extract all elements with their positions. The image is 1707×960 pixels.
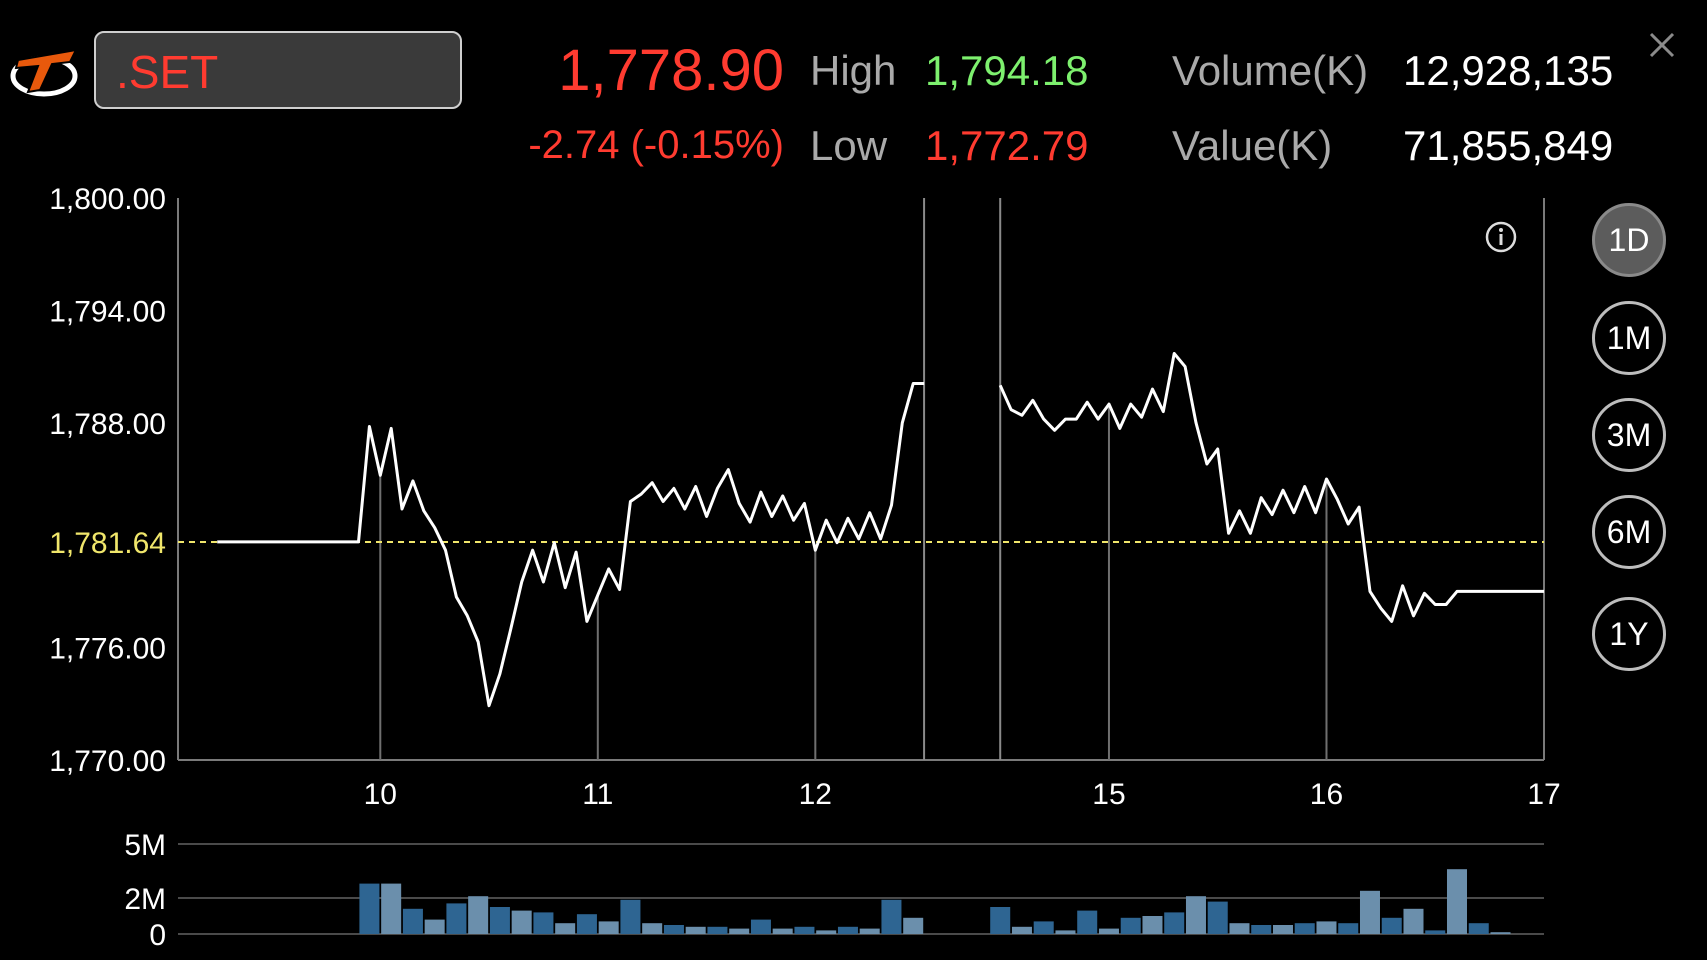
- volume-bar: [1468, 923, 1489, 934]
- volume-bar: [772, 928, 793, 934]
- volume-bar: [1251, 925, 1272, 934]
- y-tick-label: 1,800.00: [49, 183, 166, 216]
- range-button-1m[interactable]: 1M: [1592, 301, 1666, 375]
- volume-bar: [424, 919, 445, 934]
- volume-bar: [1077, 910, 1098, 934]
- reference-label: 1,781.64: [49, 527, 166, 560]
- volume-bar: [533, 912, 554, 934]
- volume-bar: [402, 908, 423, 934]
- volume-bar: [1142, 916, 1163, 934]
- volume-bar: [859, 928, 880, 934]
- volume-bar: [1055, 930, 1076, 934]
- range-button-6m[interactable]: 6M: [1592, 495, 1666, 569]
- close-icon[interactable]: [1645, 28, 1679, 62]
- value-value: 71,855,849: [1403, 122, 1614, 169]
- x-tick-label: 16: [1310, 778, 1343, 811]
- volume-bar: [903, 917, 924, 934]
- volume-value: 12,928,135: [1403, 47, 1614, 94]
- volume-bar: [1229, 923, 1250, 934]
- symbol-search-box[interactable]: .SET: [94, 31, 462, 109]
- range-button-1y[interactable]: 1Y: [1592, 597, 1666, 671]
- volume-bar: [1294, 923, 1315, 934]
- volume-bar: [1359, 890, 1380, 934]
- volume-tick-label: 5M: [124, 829, 166, 862]
- volume-bar: [685, 926, 706, 934]
- volume-bar: [1338, 923, 1359, 934]
- range-button-3m[interactable]: 3M: [1592, 398, 1666, 472]
- x-tick-label: 12: [799, 778, 832, 811]
- volume-bar: [446, 903, 467, 934]
- price-series-line-1: [998, 352, 1544, 623]
- y-tick-label: 1,776.00: [49, 633, 166, 666]
- x-tick-label: 15: [1092, 778, 1125, 811]
- range-button-1d[interactable]: 1D: [1592, 203, 1666, 277]
- volume-bar: [1403, 908, 1424, 934]
- volume-bar: [576, 914, 597, 934]
- volume-bar: [794, 926, 815, 934]
- x-tick-label: 10: [364, 778, 397, 811]
- volume-bar: [1164, 912, 1185, 934]
- x-tick-label: 17: [1527, 778, 1560, 811]
- volume-bar: [663, 925, 684, 934]
- volume-bar: [729, 928, 750, 934]
- volume-bar: [620, 899, 641, 934]
- high-label: High: [810, 47, 897, 94]
- volume-label: Volume(K): [1172, 47, 1369, 94]
- low-value: 1,772.79: [925, 122, 1089, 169]
- info-icon[interactable]: [1484, 220, 1518, 254]
- trader-logo-icon: [10, 46, 82, 98]
- value-label: Value(K): [1172, 122, 1333, 169]
- volume-tick-label: 0: [149, 919, 166, 952]
- low-label: Low: [810, 122, 888, 169]
- volume-bar: [1490, 932, 1511, 934]
- y-tick-label: 1,794.00: [49, 295, 166, 328]
- volume-bar: [1316, 921, 1337, 934]
- price-change: -2.74 (-0.15%): [528, 123, 784, 167]
- symbol-text: .SET: [116, 46, 219, 98]
- high-value: 1,794.18: [925, 47, 1089, 94]
- volume-bar: [881, 899, 902, 934]
- volume-bar: [1098, 928, 1119, 934]
- volume-bar: [1185, 896, 1206, 934]
- volume-bar: [468, 896, 489, 934]
- last-price: 1,778.90: [558, 38, 784, 103]
- x-tick-label: 11: [582, 778, 613, 811]
- volume-bar: [750, 919, 771, 934]
- volume-bar: [1446, 869, 1467, 934]
- volume-bar: [381, 883, 402, 934]
- volume-bar: [1011, 926, 1032, 934]
- volume-bar: [990, 907, 1011, 934]
- volume-bar: [642, 923, 663, 934]
- volume-tick-label: 2M: [124, 883, 166, 916]
- price-series-line-0: [217, 382, 925, 708]
- volume-bar: [1272, 925, 1293, 934]
- volume-bar: [598, 921, 619, 934]
- volume-bar: [555, 923, 576, 934]
- volume-bar: [707, 926, 728, 934]
- volume-bar: [1120, 917, 1141, 934]
- y-tick-label: 1,788.00: [49, 408, 166, 441]
- volume-bar: [837, 926, 858, 934]
- volume-bar: [511, 910, 532, 934]
- volume-bar: [816, 930, 837, 934]
- volume-bar: [1425, 930, 1446, 934]
- volume-bar: [1381, 917, 1402, 934]
- y-tick-label: 1,770.00: [49, 745, 166, 778]
- volume-bar: [1207, 901, 1228, 934]
- volume-bar: [359, 883, 380, 934]
- volume-bar: [489, 907, 510, 934]
- volume-bar: [1033, 921, 1054, 934]
